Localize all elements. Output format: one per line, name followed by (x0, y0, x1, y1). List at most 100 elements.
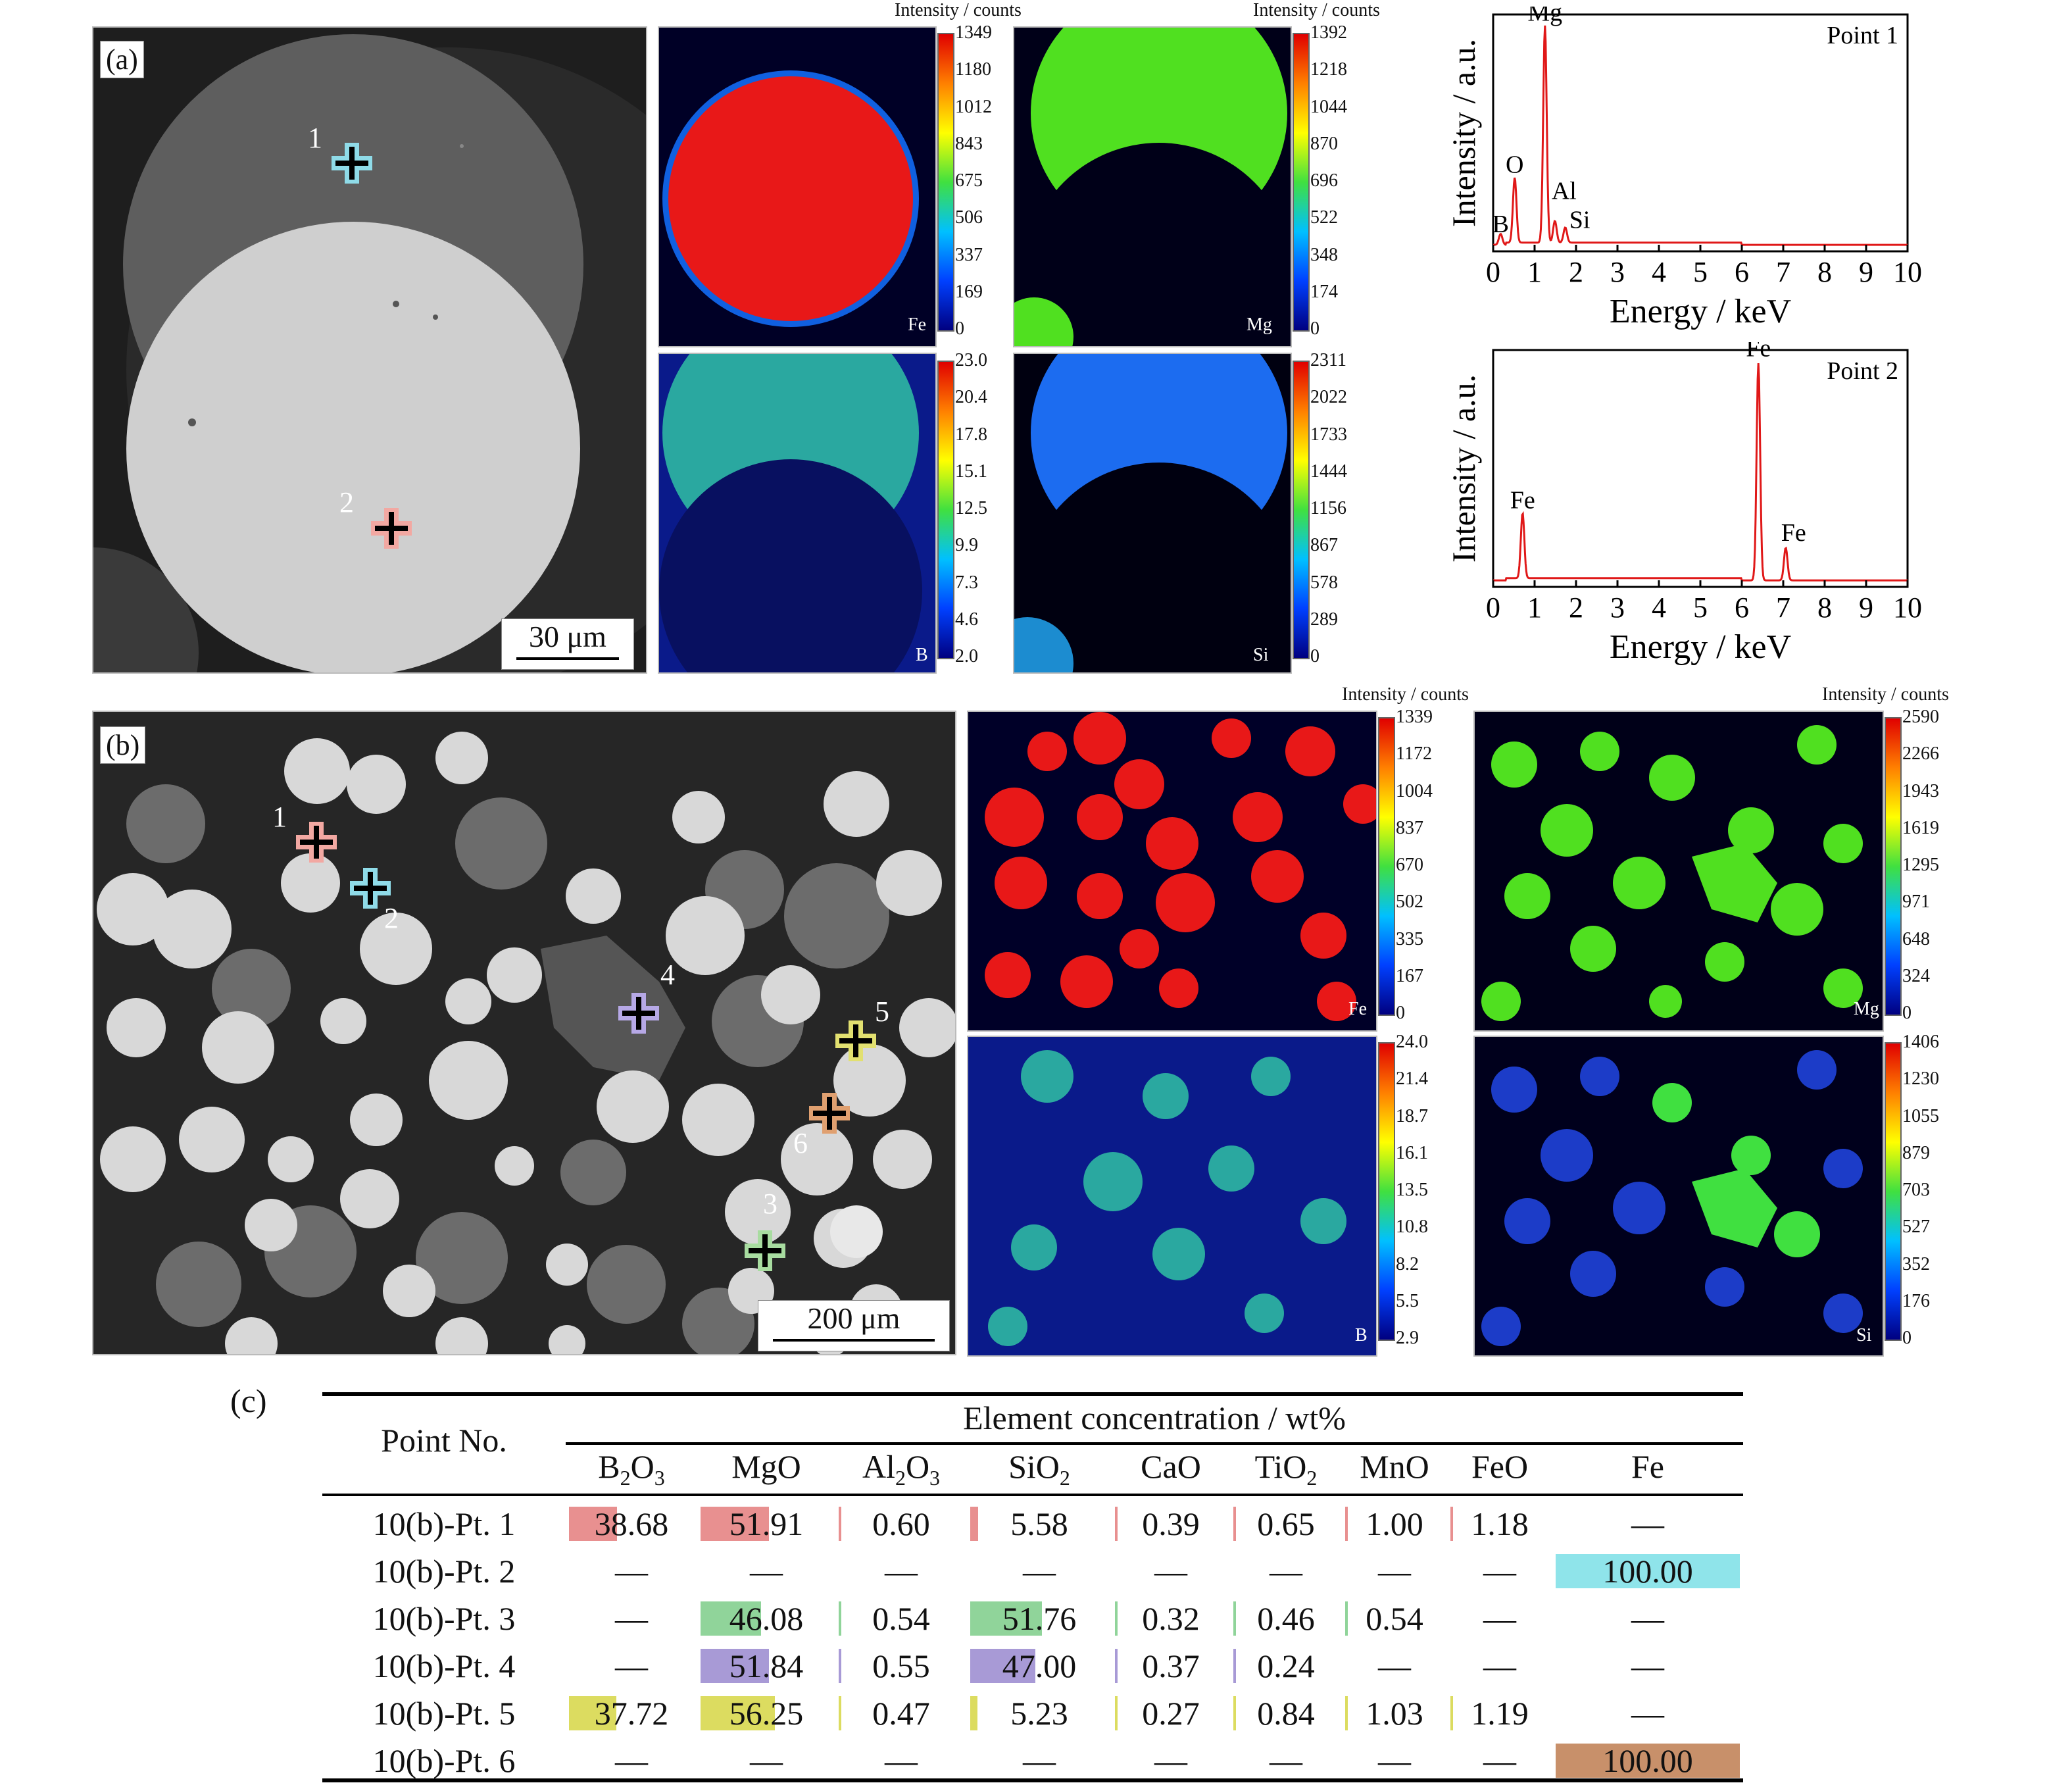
column-header-part: TiO (1254, 1448, 1307, 1485)
panel-b-marker-1[interactable] (293, 819, 339, 865)
panel-b-marker-2[interactable] (347, 865, 393, 911)
panel-b-scalebar-line (773, 1339, 935, 1342)
tick: 18.7 (1396, 1105, 1428, 1126)
column-header-part: 2 (1059, 1466, 1070, 1490)
table-row-name: 10(b)-Pt. 4 (372, 1647, 516, 1684)
tick: 1943 (1902, 780, 1939, 801)
tick: 696 (1310, 170, 1338, 191)
spectrum-line (1493, 25, 1908, 246)
tick: 1392 (1310, 22, 1347, 43)
x-tick-label: 10 (1893, 256, 1922, 288)
tick: 648 (1902, 928, 1930, 949)
panel-a-map-si-graphic (1014, 354, 1291, 672)
table-cell: — (1483, 1600, 1516, 1637)
table-row-name: 10(b)-Pt. 3 (372, 1600, 516, 1637)
tick: 167 (1396, 965, 1423, 986)
table-cell-bar (839, 1601, 841, 1636)
panel-b-map-si-graphic (1481, 1050, 1863, 1346)
x-axis-label: Energy / keV (1610, 293, 1791, 330)
panel-a-map-si-colorbar (1293, 361, 1310, 659)
table-cell: — (1023, 1553, 1056, 1590)
spectrum-title: Point 2 (1827, 357, 1898, 385)
table-cell-bar (970, 1507, 978, 1541)
panel-a-map-fe-colorbar (937, 33, 954, 332)
table-cell-bar (839, 1507, 841, 1541)
table-column-header: MgO (697, 1447, 835, 1490)
panel-b-map-si (1473, 1036, 1884, 1357)
x-tick-label: 4 (1652, 256, 1666, 288)
panel-b-marker-6-label: 6 (793, 1127, 808, 1159)
table-cell: — (1631, 1695, 1664, 1732)
x-tick-label: 2 (1569, 256, 1583, 288)
panel-a-marker-2-label: 2 (339, 486, 354, 518)
panel-b-marker-3-cross-icon (745, 1230, 785, 1271)
panel-a-map-mg-colorbar (1293, 33, 1310, 332)
column-header-part: O (630, 1448, 654, 1485)
table-cell: — (1378, 1742, 1411, 1779)
table-cell: — (885, 1742, 918, 1779)
table-cell: 38.68 (594, 1505, 669, 1542)
tick: 1218 (1310, 59, 1347, 80)
panel-b-map-fe-colorbar-title: Intensity / counts (1342, 684, 1469, 705)
column-header-part: CaO (1141, 1448, 1201, 1485)
panel-b-map-mg-colorbar (1885, 717, 1902, 1016)
x-tick-label: 8 (1817, 591, 1832, 624)
table-cell-bar (1345, 1601, 1348, 1636)
tick: 174 (1310, 281, 1338, 302)
tick: 1339 (1396, 707, 1433, 727)
panel-a-map-b (658, 353, 937, 674)
panel-a-map-fe-element: Fe (908, 314, 926, 335)
tick: 9.9 (955, 535, 978, 556)
panel-a-marker-2-cross-icon (371, 508, 412, 549)
tick: 2266 (1902, 743, 1939, 765)
table-cell-bar (1450, 1507, 1453, 1541)
tick: 578 (1310, 572, 1338, 593)
tick: 502 (1396, 892, 1423, 913)
panel-a-marker-2[interactable] (368, 505, 414, 551)
table-cell: — (750, 1553, 783, 1590)
tick: 1012 (955, 96, 992, 117)
tick: 7.3 (955, 572, 978, 593)
table-column-header: Al2O3 (835, 1447, 967, 1490)
table-cell-bar (839, 1696, 841, 1730)
tick: 10.8 (1396, 1217, 1428, 1238)
tick: 1444 (1310, 461, 1347, 482)
table-bottom-rule (322, 1778, 1743, 1782)
panel-b-marker-6[interactable] (806, 1090, 852, 1136)
panel-b-map-mg-graphic (1481, 725, 1863, 1021)
tick: 1172 (1396, 743, 1432, 765)
table-cell-bar (1556, 1554, 1740, 1588)
panel-a-map-si (1013, 353, 1292, 674)
x-tick-label: 10 (1893, 591, 1922, 624)
panel-b-map-fe-element: Fe (1348, 999, 1367, 1019)
panel-a-marker-1[interactable] (329, 140, 375, 186)
x-axis-label: Energy / keV (1610, 628, 1791, 666)
tick: 352 (1902, 1253, 1930, 1274)
panel-b-marker-3[interactable] (742, 1228, 788, 1274)
panel-b-marker-5-cross-icon (835, 1020, 876, 1061)
tick: 1349 (955, 22, 992, 43)
spectrum-point-2: 0 1 2 3 4 5 6 7 8 9 10 Energy / keV Intensity / a.u.… (1445, 342, 1922, 666)
x-tick-label: 1 (1527, 591, 1542, 624)
tick: 522 (1310, 207, 1338, 228)
table-cell: 0.84 (1257, 1695, 1315, 1732)
table-cell: 0.47 (872, 1695, 930, 1732)
tick: 0 (1902, 1328, 1912, 1348)
panel-b-marker-4-cross-icon (618, 993, 659, 1034)
x-tick-label: 4 (1652, 591, 1666, 624)
panel-a-label: (a) (100, 41, 144, 78)
tick: 2590 (1902, 707, 1939, 727)
table-header-rule (322, 1494, 1743, 1496)
panel-b-marker-4[interactable] (616, 990, 662, 1036)
spectrum-line (1493, 363, 1908, 582)
table-cell: — (1154, 1742, 1187, 1779)
peak-label: Fe (1746, 342, 1771, 362)
spectrum-point-1: 0 1 2 3 4 5 6 7 8 9 10 Energy / keV Intensity / a.u.… (1445, 7, 1922, 330)
column-header-part: B (598, 1448, 620, 1485)
tick: 870 (1310, 133, 1338, 154)
table-cell: — (1483, 1742, 1516, 1779)
panel-b-marker-5[interactable] (833, 1018, 879, 1064)
tick: 670 (1396, 855, 1423, 875)
tick: 324 (1902, 965, 1930, 986)
tick: 1180 (955, 59, 991, 80)
